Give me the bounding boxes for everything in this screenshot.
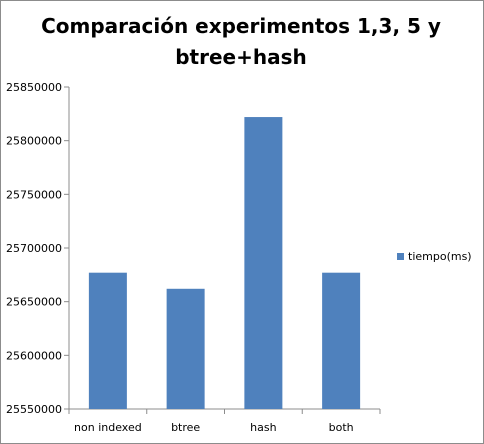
y-tick-label: 25750000 — [6, 188, 62, 201]
x-tick-label: hash — [250, 421, 276, 434]
bar-btree — [166, 288, 205, 409]
plot-area: 25550000 25600000 25650000 25700000 25750000… — [6, 81, 381, 434]
legend-swatch — [397, 253, 404, 260]
bar-both — [322, 272, 361, 409]
y-tick-label: 25650000 — [6, 296, 62, 309]
chart-title: Comparación experimentos 1,3, 5 y btree+… — [41, 14, 441, 69]
x-tick-label: btree — [171, 421, 200, 434]
bar-hash — [244, 117, 283, 409]
x-tick-label: non indexed — [74, 421, 142, 434]
legend: tiempo(ms) — [397, 250, 472, 263]
y-tick-label: 25850000 — [6, 81, 62, 94]
y-tick-label: 25800000 — [6, 135, 62, 148]
bar-non-indexed — [88, 272, 127, 409]
legend-label: tiempo(ms) — [408, 250, 472, 263]
y-tick-label: 25550000 — [6, 403, 62, 416]
chart-title-line-1: Comparación experimentos 1,3, 5 y — [41, 14, 441, 38]
y-tick-label: 25600000 — [6, 349, 62, 362]
y-tick-label: 25700000 — [6, 242, 62, 255]
x-tick-label: both — [329, 421, 354, 434]
chart-title-line-2: btree+hash — [175, 45, 307, 69]
